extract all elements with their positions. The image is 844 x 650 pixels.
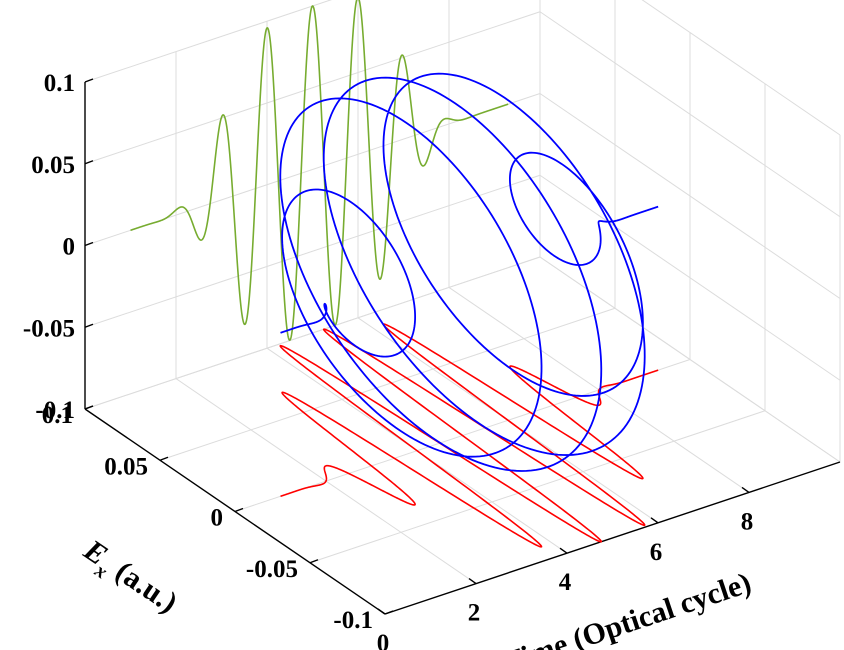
- gridline: [641, 0, 841, 136]
- x-tick-label: 8: [741, 508, 754, 535]
- gridline: [539, 174, 841, 381]
- grid-lines: [84, 0, 841, 615]
- axes: [84, 78, 841, 615]
- field-3d-line: [279, 72, 659, 472]
- y-tick-label: -0.05: [246, 556, 298, 583]
- ez-projection-line: [130, 0, 509, 342]
- z-tick-label: 0.1: [44, 70, 75, 97]
- z-tick-mark: [84, 160, 94, 165]
- gridline: [84, 174, 541, 328]
- x-tick-mark: [650, 517, 659, 524]
- x-tick-mark: [741, 486, 750, 493]
- z-tick-mark: [84, 323, 94, 328]
- y-tick-mark: [159, 456, 169, 461]
- z-tick-mark: [84, 241, 94, 247]
- z-tick-label: 0.05: [31, 152, 75, 179]
- y-axis-label-units: (a.u.): [110, 555, 184, 620]
- y-tick-mark: [234, 507, 244, 513]
- x-axis-label: Time (Optical cycle): [499, 566, 755, 650]
- x-tick-mark: [468, 578, 477, 585]
- y-tick-mark: [384, 610, 394, 615]
- x-tick-mark: [377, 608, 386, 615]
- x-tick-label: 0: [377, 630, 390, 650]
- y-tick-label: 0: [211, 505, 224, 532]
- y-tick-label: 0.05: [104, 453, 148, 480]
- gridline: [84, 11, 541, 165]
- x-axis-line: [384, 461, 841, 615]
- z-tick-mark: [84, 405, 94, 410]
- y-tick-mark: [309, 559, 319, 564]
- gridline: [539, 93, 841, 299]
- gridline: [84, 0, 333, 83]
- gridline: [539, 11, 841, 218]
- x-tick-label: 4: [559, 569, 572, 596]
- series-group: [130, 0, 659, 548]
- z-tick-label: 0: [63, 234, 76, 261]
- y-tick-label: -0.1: [333, 607, 373, 634]
- z-tick-label: -0.1: [35, 397, 75, 424]
- z-tick-mark: [84, 78, 94, 83]
- gridline: [309, 410, 766, 564]
- y-tick-label: 0.1: [42, 402, 73, 429]
- z-tick-label: -0.05: [23, 315, 75, 342]
- y-axis-label: Ex(a.u.): [73, 533, 183, 625]
- x-tick-mark: [559, 547, 568, 554]
- x-tick-label: 6: [650, 539, 663, 566]
- x-tick-label: 2: [468, 600, 481, 627]
